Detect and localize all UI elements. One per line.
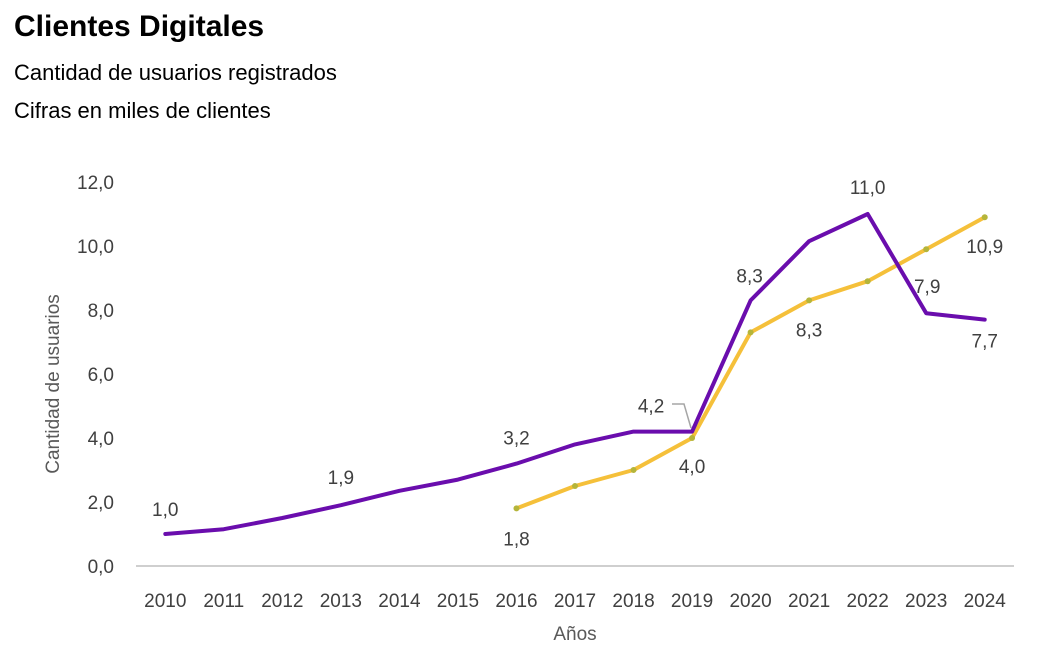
- series-b-point: [923, 246, 930, 253]
- y-tick-label: 10,0: [77, 237, 114, 258]
- y-axis-title: Cantidad de usuarios: [43, 294, 64, 474]
- series-a-data-label: 4,2: [638, 397, 664, 418]
- x-tick-label: 2015: [437, 591, 479, 612]
- series-a-data-label: 7,7: [972, 332, 998, 353]
- x-tick-label: 2011: [203, 591, 244, 612]
- x-tick-label: 2023: [905, 591, 947, 612]
- series-b-point: [572, 483, 578, 489]
- series-b-point: [689, 435, 696, 441]
- series-a-data-label: 3,2: [503, 429, 529, 450]
- y-tick-label: 0,0: [88, 557, 114, 578]
- series-b-data-label: 4,0: [679, 457, 705, 478]
- y-tick-label: 8,0: [88, 301, 114, 322]
- data-label-leader-line: [672, 403, 692, 429]
- chart-subtitle: Cantidad de usuarios registrados: [14, 60, 337, 85]
- series-b-point: [513, 505, 520, 512]
- x-tick-label: 2022: [847, 591, 889, 612]
- x-tick-label: 2019: [671, 591, 713, 612]
- series-a-data-label: 1,9: [328, 468, 354, 489]
- series-b-point: [806, 297, 813, 304]
- x-tick-label: 2021: [788, 591, 830, 612]
- x-tick-label: 2020: [729, 591, 771, 612]
- x-tick-label: 2016: [495, 591, 537, 612]
- series-a-data-label: 11,0: [850, 178, 886, 199]
- x-axis-title: Años: [553, 624, 596, 645]
- series-b-point: [864, 278, 871, 285]
- series-b-point: [747, 329, 754, 336]
- x-tick-label: 2024: [964, 591, 1007, 612]
- series-a-data-label: 1,0: [152, 500, 178, 521]
- series-b-data-label: 10,9: [966, 237, 1003, 258]
- series-b-data-label: 8,3: [796, 320, 822, 341]
- x-tick-label: 2017: [554, 591, 596, 612]
- x-tick-label: 2013: [320, 591, 362, 612]
- series-a-data-label: 7,9: [914, 277, 940, 298]
- x-tick-label: 2018: [612, 591, 654, 612]
- series-a-data-label: 8,3: [736, 266, 762, 287]
- y-tick-label: 4,0: [88, 429, 114, 450]
- x-tick-label: 2014: [378, 591, 421, 612]
- chart-subtitle-units: Cifras en miles de clientes: [14, 98, 271, 123]
- y-tick-label: 6,0: [88, 365, 114, 386]
- series-b-line: [514, 215, 987, 511]
- x-tick-label: 2010: [144, 591, 186, 612]
- series-b-data-label: 1,8: [503, 529, 529, 550]
- series-b-point: [981, 214, 988, 221]
- series-a-line: [163, 212, 987, 536]
- y-tick-label: 12,0: [77, 173, 114, 194]
- series-b-point: [630, 467, 637, 473]
- x-tick-label: 2012: [261, 591, 303, 612]
- y-tick-label: 2,0: [88, 493, 114, 514]
- chart-title: Clientes Digitales: [14, 10, 265, 43]
